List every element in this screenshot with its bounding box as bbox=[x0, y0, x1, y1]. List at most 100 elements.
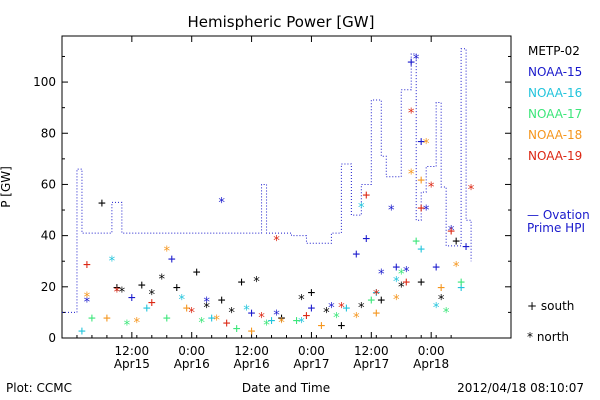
data-point-north: * bbox=[133, 316, 141, 331]
data-point-north: * bbox=[467, 183, 475, 198]
data-point-south: + bbox=[248, 306, 256, 321]
data-point-north: * bbox=[263, 319, 271, 334]
data-point-north: * bbox=[218, 196, 226, 211]
data-point-north: * bbox=[203, 296, 211, 311]
data-point-south: + bbox=[392, 260, 400, 275]
data-point-south: + bbox=[193, 265, 201, 280]
y-tick-label: 0 bbox=[48, 331, 56, 345]
data-point-south: + bbox=[308, 301, 316, 316]
data-point-south: + bbox=[173, 280, 181, 295]
legend-entry: NOAA-15 bbox=[528, 65, 582, 79]
footer-credit: Plot: CCMC bbox=[6, 381, 72, 395]
x-tick-label: 0:00 bbox=[418, 344, 445, 358]
data-point-north: * bbox=[442, 306, 450, 321]
data-point-north: * bbox=[118, 285, 126, 300]
data-point-south: + bbox=[462, 239, 470, 254]
data-point-south: + bbox=[417, 242, 425, 257]
x-tick-label: 12:00 bbox=[354, 344, 389, 358]
data-point-south: + bbox=[168, 252, 176, 267]
data-point-north: * bbox=[298, 316, 306, 331]
data-point-south: + bbox=[417, 201, 425, 216]
data-point-north: * bbox=[402, 265, 410, 280]
data-point-south: + bbox=[437, 280, 445, 295]
data-point-north: * bbox=[273, 234, 281, 249]
data-point-south: + bbox=[412, 234, 420, 249]
data-point-south: + bbox=[98, 196, 106, 211]
data-point-north: * bbox=[158, 273, 166, 288]
data-point-south: + bbox=[417, 134, 425, 149]
data-point-south: + bbox=[318, 319, 326, 334]
tick-layer: 02040608010012:00Apr150:00Apr1612:00Apr1… bbox=[33, 36, 511, 371]
y-tick-label: 80 bbox=[41, 126, 56, 140]
data-point-north: * bbox=[163, 244, 171, 259]
data-point-south: + bbox=[362, 188, 370, 203]
data-point-south: + bbox=[447, 224, 455, 239]
data-point-south: + bbox=[417, 275, 425, 290]
data-point-north: * bbox=[148, 288, 156, 303]
data-point-north: * bbox=[387, 204, 395, 219]
data-point-south: + bbox=[103, 311, 111, 326]
data-point-north: * bbox=[437, 293, 445, 308]
x-tick-date: Apr18 bbox=[413, 357, 449, 371]
x-tick-date: Apr16 bbox=[234, 357, 270, 371]
legend-marker-south: + south bbox=[527, 299, 574, 313]
x-tick-label: 0:00 bbox=[178, 344, 205, 358]
data-point-south: + bbox=[337, 319, 345, 334]
legend: METP-02 NOAA-15 NOAA-16 NOAA-17 NOAA-18 NOAA-… bbox=[527, 44, 590, 344]
data-point-south: + bbox=[362, 232, 370, 247]
legend-entry: NOAA-17 bbox=[528, 107, 582, 121]
data-point-south: + bbox=[148, 296, 156, 311]
data-point-south: + bbox=[308, 285, 316, 300]
footer-timestamp: 2012/04/18 08:10:07 bbox=[457, 381, 584, 395]
x-tick-label: 12:00 bbox=[234, 344, 269, 358]
data-point-north: * bbox=[452, 260, 460, 275]
data-point-north: * bbox=[392, 293, 400, 308]
data-point-south: + bbox=[143, 301, 151, 316]
data-point-south: + bbox=[452, 234, 460, 249]
data-point-north: * bbox=[392, 275, 400, 290]
data-point-north: * bbox=[273, 308, 281, 323]
data-point-south: + bbox=[457, 275, 465, 290]
data-point-north: * bbox=[427, 181, 435, 196]
data-point-north: * bbox=[113, 285, 121, 300]
data-point-north: * bbox=[432, 301, 440, 316]
data-point-north: * bbox=[447, 224, 455, 239]
y-tick-label: 40 bbox=[41, 229, 56, 243]
data-point-north: * bbox=[123, 319, 131, 334]
legend-entry: NOAA-19 bbox=[528, 149, 582, 163]
ovation-layer bbox=[62, 48, 472, 313]
data-point-south: + bbox=[293, 314, 301, 329]
data-point-south: + bbox=[208, 311, 216, 326]
data-point-south: + bbox=[367, 293, 375, 308]
x-tick-date: Apr17 bbox=[293, 357, 329, 371]
data-point-south: + bbox=[223, 316, 231, 331]
y-tick-label: 100 bbox=[33, 75, 56, 89]
data-point-south: + bbox=[83, 257, 91, 272]
data-point-north: * bbox=[178, 293, 186, 308]
y-axis-label: P [GW] bbox=[0, 166, 13, 208]
data-point-north: * bbox=[397, 268, 405, 283]
data-point-south: + bbox=[352, 247, 360, 262]
legend-model-line2: Prime HPI bbox=[527, 221, 585, 235]
data-points-layer: ++*+**++*+*+ *+*+*+*+* +*+* ++**+ *+ *++**+ *+… bbox=[78, 53, 475, 339]
data-point-south: + bbox=[417, 173, 425, 188]
data-point-north: * bbox=[258, 311, 266, 326]
y-tick-label: 20 bbox=[41, 280, 56, 294]
data-point-north: * bbox=[83, 291, 91, 306]
data-point-south: + bbox=[78, 324, 86, 339]
data-point-north: * bbox=[83, 296, 91, 311]
data-point-south: + bbox=[113, 280, 121, 295]
data-point-north: * bbox=[228, 306, 236, 321]
x-axis-label: Date and Time bbox=[242, 381, 330, 395]
legend-entry: NOAA-18 bbox=[528, 128, 582, 142]
data-point-north: * bbox=[407, 168, 415, 183]
data-point-north: * bbox=[412, 53, 420, 68]
data-point-north: * bbox=[322, 306, 330, 321]
x-tick-date: Apr15 bbox=[114, 357, 150, 371]
data-point-south: + bbox=[248, 324, 256, 339]
legend-entry: NOAA-16 bbox=[528, 86, 582, 100]
data-point-north: * bbox=[278, 316, 286, 331]
data-point-south: + bbox=[372, 285, 380, 300]
data-point-south: + bbox=[218, 293, 226, 308]
data-point-south: + bbox=[303, 308, 311, 323]
